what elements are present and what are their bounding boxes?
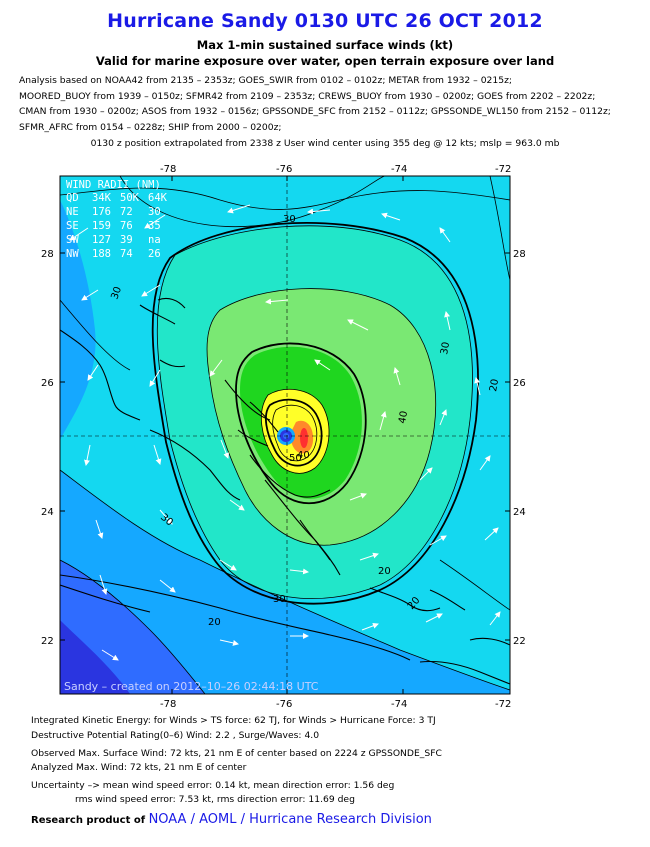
band-below-20 <box>60 470 510 694</box>
contour-label: 30 <box>273 594 286 605</box>
lat-tick-label: 24 <box>41 507 54 518</box>
observed-max-line: Observed Max. Surface Wind: 72 kts, 21 n… <box>31 748 442 759</box>
map-footer-text: Sandy – created on 2012–10–26 02:44:18 U… <box>64 680 319 693</box>
analysis-line: Analysis based on NOAA42 from 2135 – 235… <box>19 75 512 86</box>
wind-radii-row: SE 159 76 35 <box>66 220 161 232</box>
contour-label: 30 <box>439 341 452 355</box>
contour-64kt <box>265 398 323 467</box>
lat-tick-label: 26 <box>513 378 526 389</box>
lon-tick-label: -76 <box>276 164 292 175</box>
lat-tick-label: 24 <box>513 507 526 518</box>
credit-org-link[interactable]: NOAA / AOML / Hurricane Research Divisio… <box>148 812 432 827</box>
subtitle: Max 1-min sustained surface winds (kt) <box>196 38 454 52</box>
contour-label: 20 <box>208 617 221 628</box>
contour-label: 20 <box>378 566 391 577</box>
rms-line: rms wind speed error: 7.53 kt, rms direc… <box>75 794 355 805</box>
contour-50kt <box>235 342 367 504</box>
contour-label: 50 <box>289 453 302 464</box>
wind-vectors <box>69 204 501 661</box>
lat-tick-label: 22 <box>41 636 54 647</box>
center-crosshair <box>60 176 510 694</box>
lon-tick-label: -76 <box>276 699 292 710</box>
lat-tick-label: 28 <box>513 249 526 260</box>
lat-labels-right: 28 26 24 22 <box>513 249 526 647</box>
wind-radii-table: WIND RADII (NM) QD 34K 50K 64K NE 176 72 30 SE… <box>66 179 168 260</box>
lon-tick-label: -78 <box>160 164 176 175</box>
map-frame <box>59 175 511 695</box>
ike-line: Integrated Kinetic Energy: for Winds > T… <box>31 715 436 726</box>
wind-radii-title: WIND RADII (NM) <box>66 179 161 191</box>
subtitle-exposure: Valid for marine exposure over water, op… <box>95 54 555 68</box>
lat-tick-label: 28 <box>41 249 54 260</box>
wind-field: 30 30 40 30 40 30 20 30 20 20 50 20 WIND… <box>60 176 510 694</box>
page-title: Hurricane Sandy 0130 UTC 26 OCT 2012 <box>107 10 543 32</box>
coastlines <box>60 297 510 685</box>
lon-labels-bottom: -78 -76 -74 -72 <box>160 699 511 710</box>
contour-label: 30 <box>109 285 124 301</box>
band-max <box>300 428 308 448</box>
lat-tick-label: 22 <box>513 636 526 647</box>
lon-tick-label: -74 <box>391 164 407 175</box>
contour-label: 20 <box>488 378 501 392</box>
lat-tick-label: 26 <box>41 378 54 389</box>
wind-radii-row: SW 127 39 na <box>66 234 161 246</box>
contour-label: 40 <box>397 410 410 424</box>
wind-radii-row: NE 176 72 30 <box>66 206 161 218</box>
credit-prefix: Research product of <box>31 815 146 826</box>
lat-labels-left: 28 26 24 22 <box>41 249 54 647</box>
band-west-lobe <box>60 200 96 440</box>
contour-34kt <box>151 221 479 605</box>
lon-tick-label: -78 <box>160 699 176 710</box>
lon-tick-label: -74 <box>391 699 407 710</box>
position-line: 0130 z position extrapolated from 2338 z… <box>90 138 560 149</box>
band-below-10 <box>60 620 130 694</box>
credit-line: Research product of NOAA / AOML / Hurric… <box>31 812 432 827</box>
dpr-line: Destructive Potential Rating(0–6) Wind: … <box>31 730 320 741</box>
uncertainty-line: Uncertainty –> mean wind speed error: 0.… <box>31 780 395 791</box>
contour-label: 40 <box>297 450 310 461</box>
contour-label: 30 <box>283 214 296 225</box>
contour-labels: 30 30 40 30 40 30 20 30 20 20 50 20 <box>109 214 501 628</box>
axis-ticks <box>60 176 510 694</box>
analysis-sources: Analysis based on NOAA42 from 2135 – 235… <box>19 73 644 135</box>
analysis-line: CMAN from 1930 – 0200z; ASOS from 1932 –… <box>19 106 611 118</box>
wind-radii-row: NW 188 74 26 <box>66 248 161 260</box>
wind-radii-header: QD 34K 50K 64K <box>66 192 168 204</box>
analysis-line: SFMR_AFRC from 0154 – 0228z; SHIP from 2… <box>19 121 282 133</box>
analyzed-max-line: Analyzed Max. Wind: 72 kts, 21 nm E of c… <box>31 762 247 773</box>
lon-tick-label: -72 <box>495 164 511 175</box>
lon-tick-label: -72 <box>495 699 511 710</box>
analysis-line: MOORED_BUOY from 1939 – 0150z; SFMR42 fr… <box>19 90 596 102</box>
lon-labels-top: -78 -76 -74 -72 <box>160 164 511 175</box>
